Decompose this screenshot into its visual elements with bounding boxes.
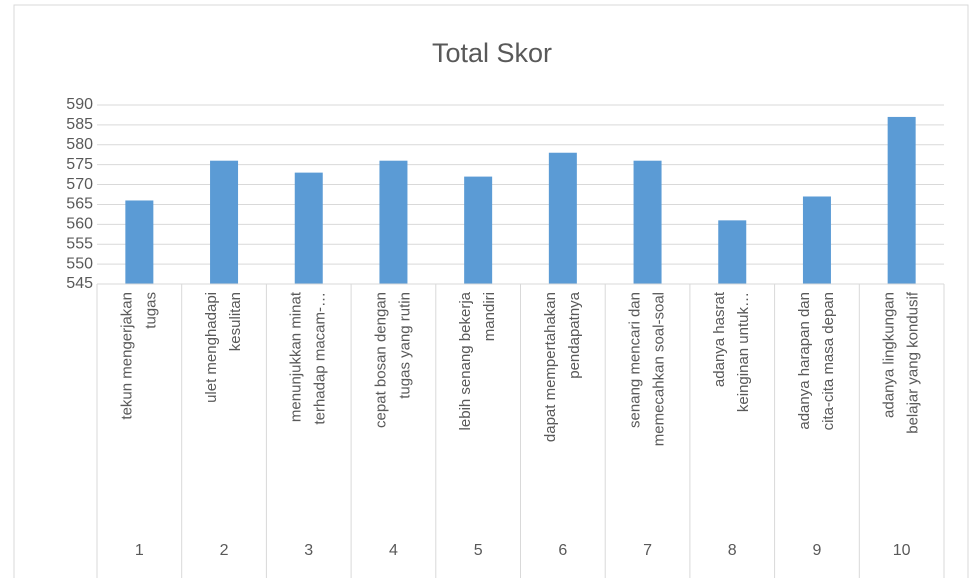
category-number: 8: [728, 542, 737, 559]
bar: [125, 200, 154, 284]
category-number: 5: [474, 542, 483, 559]
y-tick-label: 545: [66, 275, 93, 292]
y-tick-label: 590: [66, 96, 93, 113]
x-tick-label: dapat mempertahakan: [542, 292, 559, 442]
x-tick-label: tekun mengerjakan: [118, 292, 135, 420]
x-tick-label: ulet menghadapi: [203, 292, 220, 403]
x-tick-label: kesulitan: [227, 292, 244, 351]
y-tick-label: 560: [66, 216, 93, 233]
category-number: 1: [135, 542, 144, 559]
bar: [464, 176, 493, 284]
x-tick-label: menunjukkan minat: [288, 291, 305, 422]
bar: [210, 160, 239, 284]
x-tick-label: lebih senang bekerja: [457, 291, 474, 430]
y-tick-label: 550: [66, 255, 93, 272]
y-tick-label: 565: [66, 196, 93, 213]
x-tick-label: keinginan untuk…: [735, 292, 752, 412]
bar: [633, 160, 662, 284]
category-number: 3: [304, 542, 313, 559]
y-tick-label: 570: [66, 176, 93, 193]
x-tick-label: adanya hasrat: [711, 291, 728, 387]
x-tick-label: tugas: [142, 292, 159, 329]
bar: [379, 160, 408, 284]
chart-title: Total Skor: [432, 38, 552, 68]
category-number: 4: [389, 542, 398, 559]
x-tick-label: senang mencari dan: [627, 292, 644, 428]
x-tick-label: adanya harapan dan: [796, 292, 813, 430]
y-tick-label: 580: [66, 136, 93, 153]
category-number: 2: [220, 542, 229, 559]
y-tick-label: 585: [66, 116, 93, 133]
x-tick-label: memecahkan soal-soal: [651, 292, 668, 446]
y-tick-label: 555: [66, 235, 93, 252]
bar: [294, 172, 323, 284]
bar: [802, 196, 831, 284]
x-tick-label: terhadap macam-…: [312, 292, 329, 425]
x-tick-label: pendapatnya: [566, 291, 583, 378]
bar: [887, 116, 916, 284]
x-tick-label: cepat bosan dengan: [372, 292, 389, 428]
chart-border: [13, 4, 969, 578]
x-tick-label: adanya lingkungan: [881, 292, 898, 418]
x-tick-label: tugas yang rutin: [396, 292, 413, 399]
category-number: 7: [643, 542, 652, 559]
category-number: 9: [812, 542, 821, 559]
category-number: 10: [893, 542, 911, 559]
bar: [718, 220, 747, 284]
y-tick-label: 575: [66, 156, 93, 173]
x-tick-label: mandiri: [481, 292, 498, 341]
x-tick-label: belajar yang kondusif: [905, 291, 922, 434]
category-number: 6: [558, 542, 567, 559]
x-tick-label: cita-cita masa depan: [820, 292, 837, 430]
bar: [548, 152, 577, 284]
